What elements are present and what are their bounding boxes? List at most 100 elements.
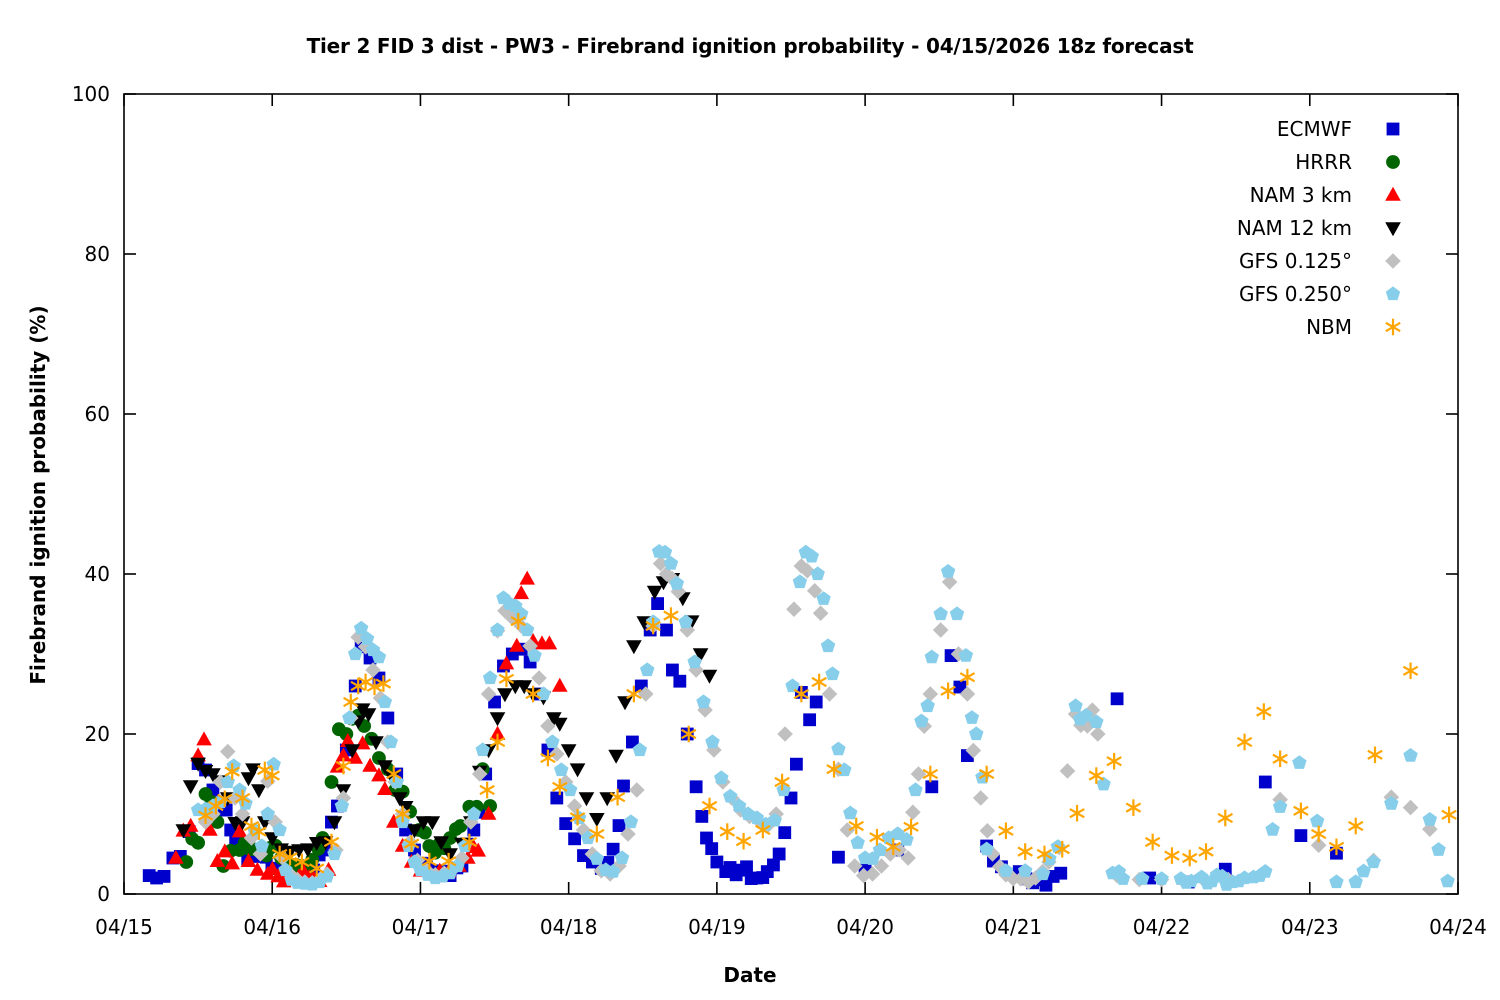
x-tick-label: 04/18 (540, 915, 598, 939)
data-point-asterisk (243, 820, 260, 832)
data-point-triangle-up (513, 585, 530, 600)
data-point-asterisk (510, 616, 527, 627)
data-point-pentagon (979, 841, 994, 856)
data-point-asterisk (335, 760, 352, 772)
data-point-asterisk (811, 676, 827, 688)
legend-marker-square (1386, 122, 1400, 136)
data-point-square (612, 819, 626, 832)
data-point-pentagon (810, 566, 825, 581)
data-point-triangle-down (516, 680, 532, 695)
data-point-pentagon (383, 734, 398, 749)
data-point-square (1054, 866, 1068, 880)
data-point-square (767, 858, 780, 872)
data-point-asterisk (609, 792, 626, 803)
data-point-triangle-up (209, 853, 226, 867)
data-point-square (568, 832, 581, 846)
data-point-asterisk (224, 766, 240, 777)
data-point-diamond (1090, 726, 1106, 742)
data-point-triangle-down (497, 688, 513, 703)
data-point-asterisk (357, 676, 374, 688)
data-point-triangle-up (347, 749, 364, 764)
data-point-pentagon (1089, 714, 1104, 729)
data-point-asterisk (1036, 848, 1053, 860)
data-point-triangle-down (368, 736, 384, 751)
data-point-triangle-up (202, 821, 218, 836)
data-point-pentagon (933, 606, 948, 621)
data-point-triangle-down (617, 696, 633, 711)
data-point-triangle-down (391, 792, 408, 807)
data-point-pentagon (958, 648, 974, 662)
data-point-triangle-up (340, 733, 356, 747)
data-point-diamond (212, 774, 229, 790)
data-point-square (1110, 692, 1124, 706)
data-point-triangle-down (360, 708, 377, 723)
data-point-square (1258, 775, 1272, 789)
data-point-asterisk (998, 825, 1014, 836)
data-point-triangle-up (224, 855, 241, 870)
legend-marker-diamond (1385, 253, 1401, 269)
data-point-pentagon (1078, 708, 1094, 722)
data-point-pentagon (714, 770, 729, 785)
data-point-square (381, 711, 395, 725)
data-point-pentagon (562, 782, 578, 797)
data-point-diamond (864, 866, 881, 882)
data-point-pentagon (359, 631, 375, 645)
data-point-diamond (335, 790, 352, 806)
data-point-diamond (905, 804, 921, 821)
data-point-diamond (706, 742, 722, 758)
data-point-square (772, 847, 786, 861)
data-point-asterisk (735, 836, 752, 847)
data-point-pentagon (1384, 796, 1399, 810)
x-tick-label: 04/23 (1281, 915, 1339, 939)
data-point-pentagon (527, 648, 542, 662)
data-point-triangle-down (646, 585, 663, 600)
data-point-diamond (922, 686, 939, 702)
y-tick-label: 40 (85, 562, 110, 586)
data-point-square (803, 713, 817, 727)
data-point-pentagon (850, 835, 865, 849)
data-point-asterisk (848, 820, 864, 832)
data-point-asterisk (489, 736, 506, 748)
data-point-asterisk (774, 776, 790, 788)
data-point-triangle-down (406, 824, 423, 839)
data-point-diamond (584, 846, 601, 862)
data-point-pentagon (731, 798, 747, 813)
data-point-square (809, 695, 823, 709)
data-point-asterisk (826, 764, 842, 775)
data-point-square (550, 791, 564, 805)
data-point-triangle-up (264, 860, 281, 875)
data-point-pentagon (914, 713, 929, 728)
data-point-circle (324, 775, 339, 789)
x-tick-label: 04/19 (688, 915, 746, 939)
legend-label: NAM 3 km (1250, 183, 1352, 207)
data-point-diamond (950, 646, 967, 662)
data-point-asterisk (421, 856, 438, 867)
x-tick-label: 04/24 (1429, 915, 1487, 939)
data-point-diamond (267, 814, 283, 830)
data-point-triangle-down (344, 744, 361, 759)
data-point-pentagon (792, 574, 808, 589)
data-point-triangle-up (335, 747, 352, 762)
data-point-pentagon (924, 649, 939, 664)
data-point-pentagon (1184, 873, 1199, 888)
data-point-asterisk (940, 685, 956, 696)
data-point-diamond (972, 790, 989, 806)
data-point-triangle-down (599, 792, 616, 807)
data-point-triangle-up (470, 842, 487, 857)
data-point-pentagon (785, 678, 800, 693)
data-point-asterisk (1088, 770, 1105, 781)
data-point-square (695, 810, 709, 823)
data-point-square (700, 831, 713, 845)
data-point-asterisk (251, 826, 267, 837)
data-point-pentagon (1135, 871, 1150, 885)
data-point-asterisk (1293, 805, 1309, 816)
data-point-asterisk (217, 793, 233, 804)
data-point-diamond (1310, 837, 1327, 853)
y-tick-label: 80 (85, 242, 110, 266)
data-point-diamond (637, 686, 654, 702)
data-point-diamond (777, 726, 793, 742)
data-point-square (689, 780, 703, 794)
data-point-pentagon (519, 622, 535, 637)
data-point-pentagon (899, 832, 914, 846)
data-point-diamond (821, 686, 838, 702)
